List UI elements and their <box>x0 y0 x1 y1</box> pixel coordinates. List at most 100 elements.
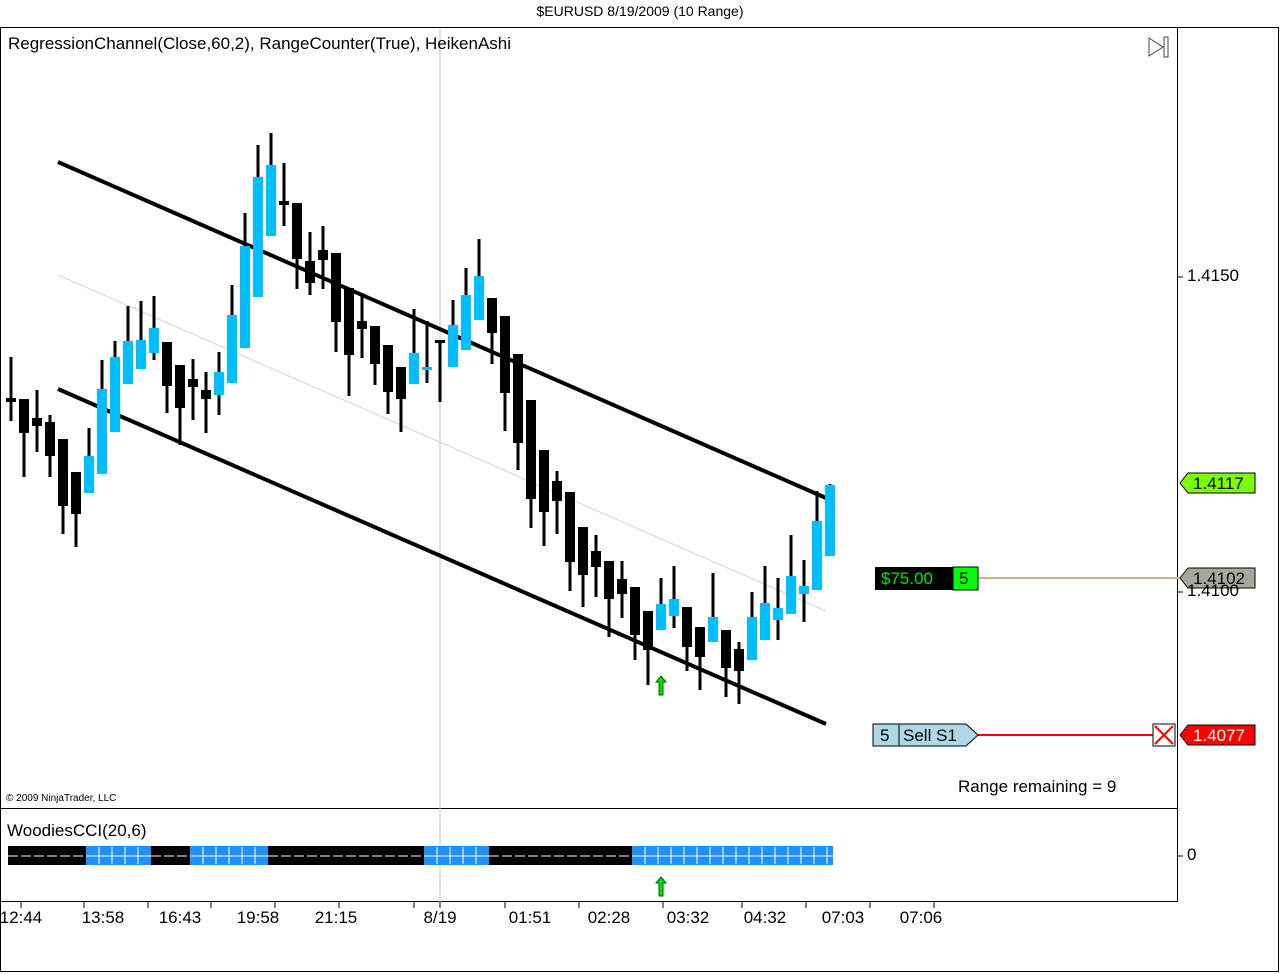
position-price-flag <box>1179 567 1256 589</box>
candle <box>435 340 445 402</box>
x-axis-label: 04:32 <box>743 908 787 927</box>
last-price-flag <box>1179 472 1256 494</box>
woodies-cci-bar <box>8 846 833 865</box>
candle <box>175 365 185 445</box>
candle <box>812 491 822 590</box>
candle <box>825 484 835 556</box>
candle <box>422 321 432 383</box>
candle <box>253 145 263 297</box>
signal-arrows <box>654 675 668 897</box>
cci-segment-down <box>268 846 424 865</box>
price-panel[interactable] <box>0 27 1178 809</box>
candle <box>370 326 380 385</box>
x-axis-label: 12:44 <box>0 908 43 927</box>
x-axis-label: 07:03 <box>821 908 865 927</box>
position-qty: 5 <box>959 569 969 588</box>
candle <box>630 587 640 660</box>
candle <box>734 642 744 704</box>
x-axis-label: 19:58 <box>236 908 280 927</box>
position-price-value: 1.4102 <box>1193 569 1245 588</box>
candle <box>383 345 393 414</box>
go-to-end-icon[interactable] <box>1148 36 1169 58</box>
candle <box>58 439 68 534</box>
candle <box>617 561 627 618</box>
regression-channel <box>57 160 827 726</box>
candle <box>396 367 406 432</box>
x-axis-label: 03:32 <box>666 908 710 927</box>
candle <box>292 203 302 289</box>
candle <box>305 232 315 295</box>
candle <box>721 630 731 697</box>
chart-title: $EURUSD 8/19/2009 (10 Range) <box>536 3 744 19</box>
candle <box>669 566 679 628</box>
candle <box>565 492 575 591</box>
candle <box>357 293 367 358</box>
candle <box>799 560 809 622</box>
cci-segment-up <box>632 846 833 865</box>
candle <box>110 341 120 432</box>
x-axis-label: 01:51 <box>508 908 552 927</box>
candle <box>266 133 276 236</box>
pnl-box <box>875 567 954 590</box>
x-axis-label: 8/19 <box>423 908 457 927</box>
cci-segment-down <box>8 846 86 865</box>
pnl-value: $75.00 <box>881 569 933 588</box>
candle <box>344 288 354 396</box>
position-qty-box <box>952 566 979 591</box>
candle <box>643 611 653 685</box>
x-axis-label: 21:15 <box>314 908 358 927</box>
candle <box>786 535 796 614</box>
stop-order-label[interactable] <box>872 723 979 747</box>
candle <box>539 450 549 546</box>
x-axis-label: 02:28 <box>587 908 631 927</box>
buy-signal-arrow-icon <box>654 675 668 696</box>
heiken-ashi-candles <box>6 133 835 704</box>
candle <box>136 301 146 369</box>
candle <box>149 296 159 360</box>
buy-signal-arrow-icon <box>654 876 668 897</box>
x-axis-tick-marks <box>20 902 935 908</box>
x-axis-label: 16:43 <box>158 908 202 927</box>
candle <box>773 578 783 640</box>
stop-price-flag <box>1179 724 1256 746</box>
copyright-notice: © 2009 NinjaTrader, LLC <box>6 793 117 804</box>
candle <box>162 342 172 413</box>
chart-window-frame <box>0 27 1279 972</box>
candle <box>188 359 198 420</box>
candle <box>747 592 757 660</box>
candle <box>71 472 81 547</box>
stop-price-value: 1.4077 <box>1193 726 1245 745</box>
candle <box>97 360 107 474</box>
cci-panel[interactable] <box>0 809 1178 902</box>
candle <box>240 213 250 348</box>
candle <box>123 306 133 384</box>
price-indicator-label: RegressionChannel(Close,60,2), RangeCoun… <box>8 34 512 53</box>
candle <box>578 527 588 607</box>
stop-order-name: Sell S1 <box>903 726 957 745</box>
cci-segment-down <box>151 846 190 865</box>
candle <box>318 226 328 289</box>
candle <box>591 535 601 597</box>
candle <box>500 316 510 431</box>
candle <box>526 400 536 528</box>
y-axis-label: 1.4100 <box>1187 581 1239 600</box>
candle <box>708 573 718 642</box>
candle <box>695 627 705 690</box>
cci-segment-up <box>86 846 151 865</box>
candle <box>409 309 419 384</box>
cci-indicator-label: WoodiesCCI(20,6) <box>7 821 147 840</box>
candle <box>45 415 55 477</box>
candle <box>201 372 211 433</box>
candle <box>513 354 523 470</box>
candle <box>6 357 16 421</box>
candle <box>474 239 484 320</box>
y-axis-label: 1.4150 <box>1187 266 1239 285</box>
candle <box>552 471 562 534</box>
candle <box>760 566 770 640</box>
candle <box>32 390 42 452</box>
cancel-order-button[interactable] <box>1152 723 1176 747</box>
candle <box>448 300 458 367</box>
cci-y-axis-label: 0 <box>1187 845 1197 864</box>
candle <box>19 399 29 477</box>
